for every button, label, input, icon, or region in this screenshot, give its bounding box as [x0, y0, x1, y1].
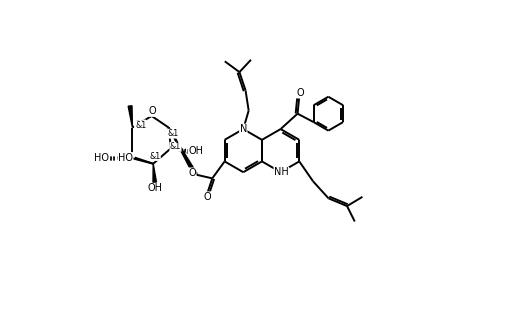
Polygon shape — [153, 164, 157, 182]
Text: O: O — [149, 106, 156, 116]
Text: &1: &1 — [135, 121, 147, 130]
Text: &1: &1 — [134, 120, 146, 129]
Text: OH: OH — [188, 146, 203, 156]
Text: NH: NH — [274, 167, 289, 177]
Text: O: O — [296, 88, 304, 98]
Text: OH: OH — [147, 183, 162, 193]
Text: O: O — [203, 192, 211, 202]
Text: &1: &1 — [170, 142, 181, 151]
Text: HO: HO — [94, 153, 109, 163]
Text: N: N — [240, 124, 247, 134]
Text: HO: HO — [118, 153, 133, 163]
Text: &1: &1 — [149, 152, 160, 160]
Polygon shape — [128, 106, 132, 128]
Text: O: O — [189, 168, 196, 178]
Polygon shape — [169, 128, 197, 175]
Text: &1: &1 — [168, 129, 179, 138]
